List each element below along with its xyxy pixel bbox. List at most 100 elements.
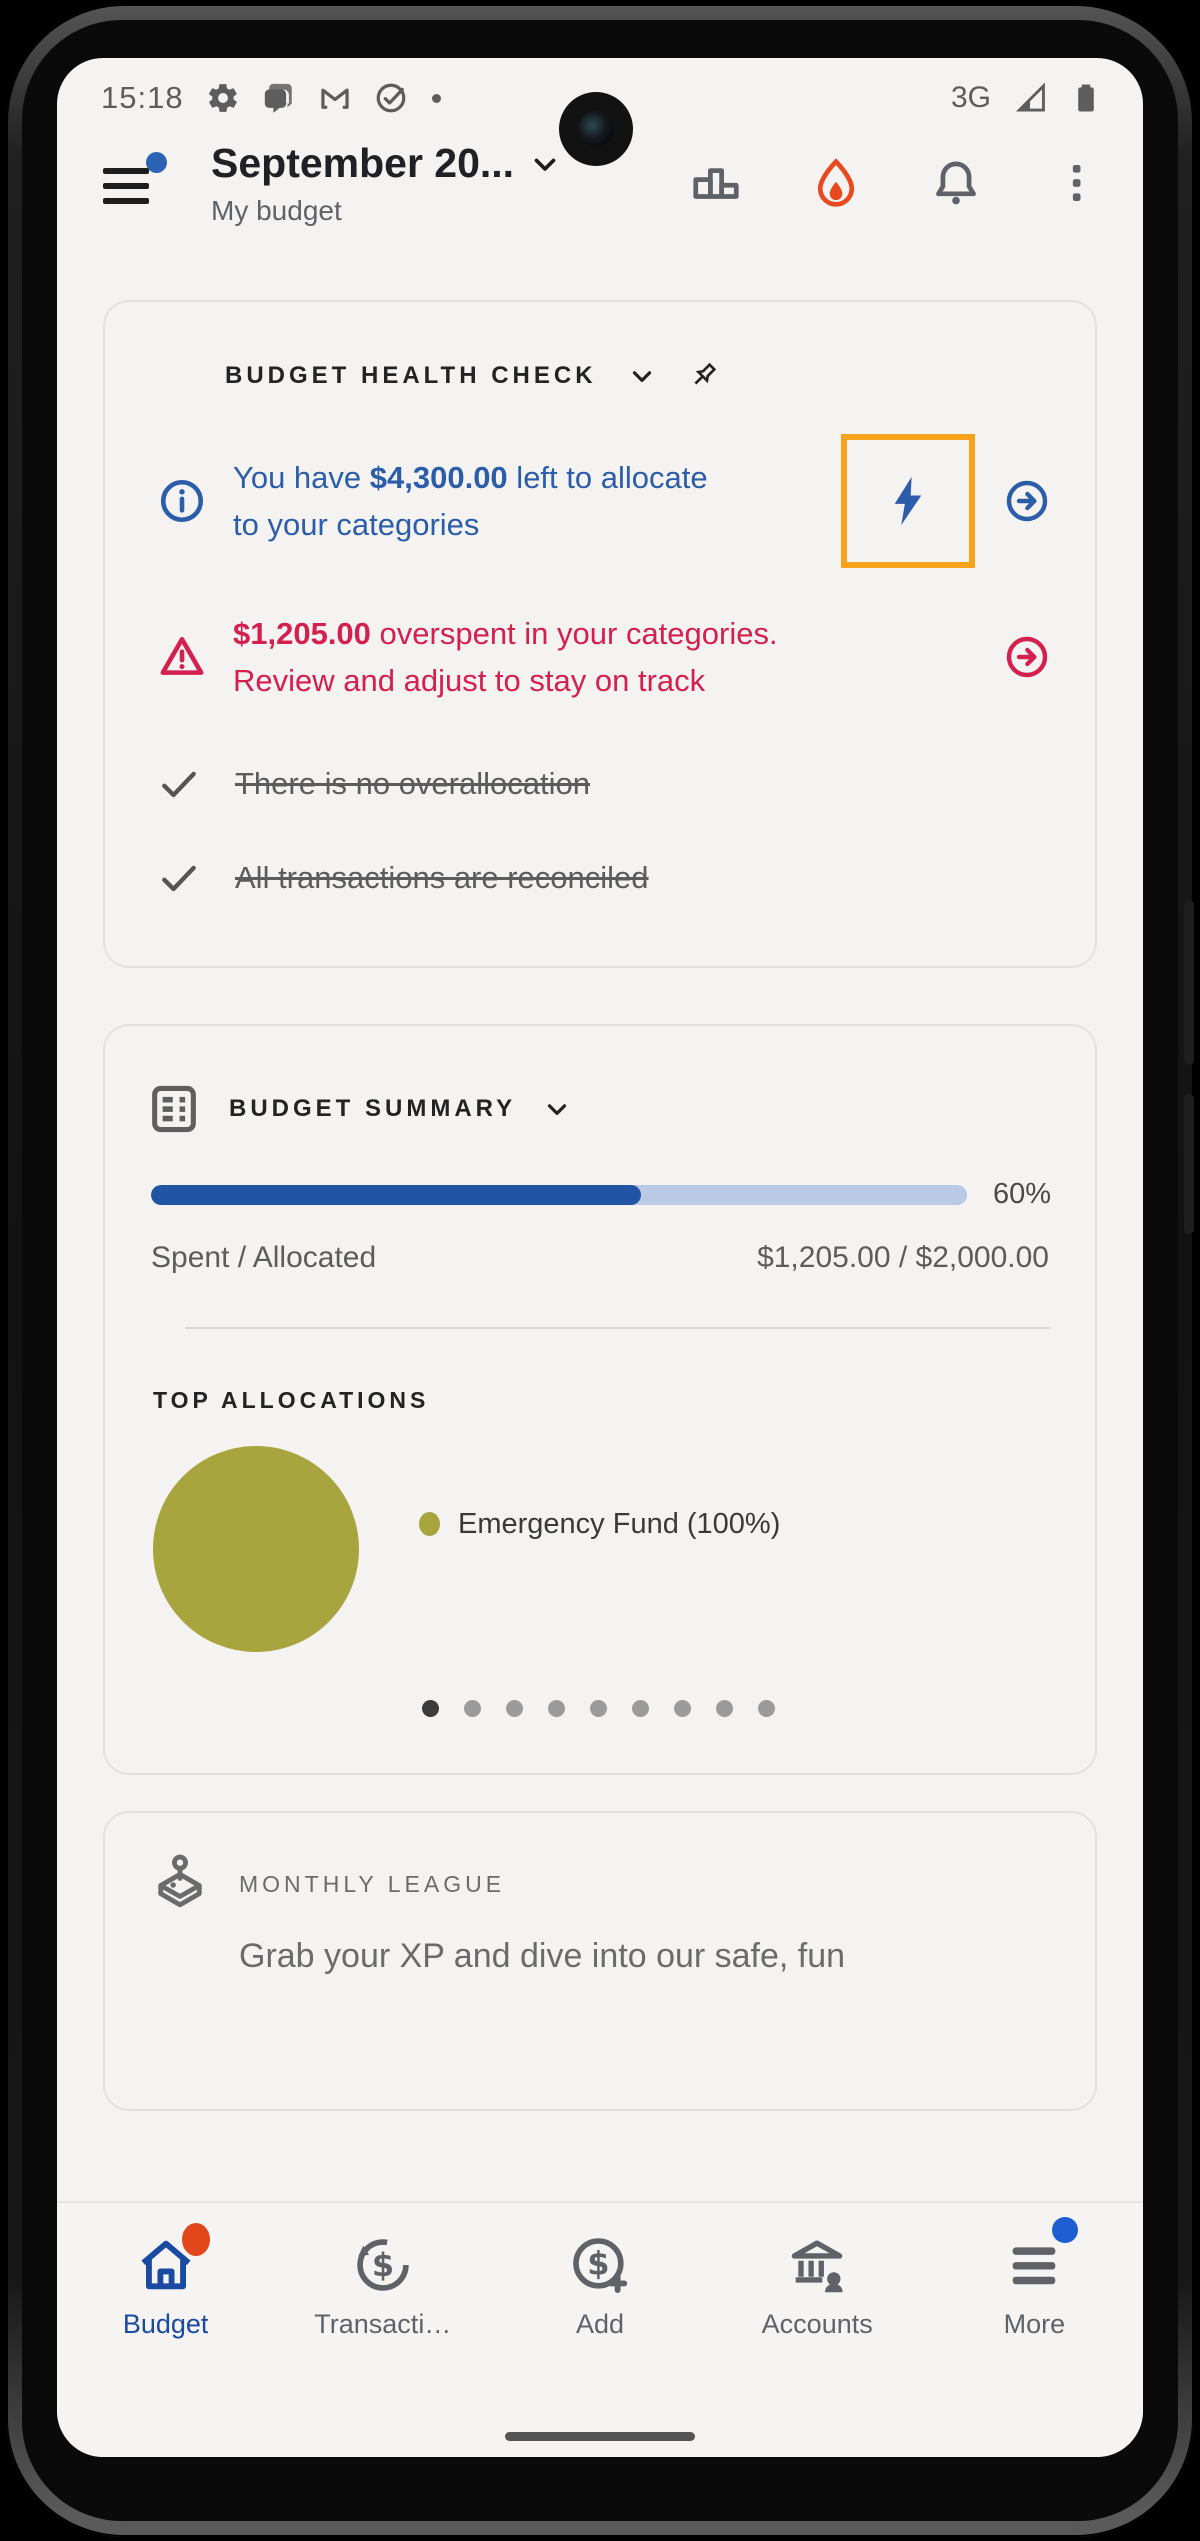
check-icon [162,771,196,798]
carousel-dot-8[interactable] [715,1700,733,1717]
warning-triangle-icon [160,637,204,675]
top-allocations-title: TOP ALLOCATIONS [153,1387,430,1413]
status-time: 15:18 [101,80,184,115]
allocations-chart: Emergency Fund (100%) [145,1446,1051,1652]
carousel-dot-3[interactable] [505,1700,523,1717]
legend-dot [419,1512,440,1536]
add-transaction-icon: $ [573,2238,628,2293]
info-icon [160,479,204,523]
home-indicator[interactable] [505,2432,695,2441]
overspent-arrow-button[interactable] [1003,633,1051,681]
chevron-down-icon[interactable] [542,1094,572,1124]
league-message: Grab your XP and dive into our safe, fun [239,1937,846,1975]
budget-progress: 60% [151,1178,1051,1211]
arrow-right-circle-icon [1006,480,1048,522]
monthly-league-card: MONTHLY LEAGUE Grab your XP and dive int… [103,1811,1097,2111]
allocate-arrow-button[interactable] [1003,477,1051,525]
card-title: MONTHLY LEAGUE [239,1870,506,1897]
screen: 15:18 3G September 20... [57,58,1143,2457]
chart-legend: Emergency Fund (100%) [419,1508,780,1541]
nav-more[interactable]: More [926,2217,1143,2340]
gmail-notification-icon [320,88,349,109]
notifications-button[interactable] [929,156,983,210]
carousel-pagination [145,1700,1051,1717]
health-check-item-overspent: $1,205.00 overspent in your categories. … [157,610,1051,704]
more-notifications-dot [431,93,441,103]
progress-percent: 60% [992,1178,1051,1210]
home-icon [141,2240,191,2290]
spent-allocated-value: $1,205.00 / $2,000.00 [757,1241,1049,1274]
leaderboard-button[interactable] [689,156,743,210]
overflow-menu-button[interactable] [1049,156,1103,210]
bank-icon [791,2240,843,2293]
check-icon [162,865,196,892]
quick-allocate-button[interactable] [841,434,975,568]
done-message: There is no overallocation [235,766,590,801]
budget-summary-card: BUDGET SUMMARY 60% Spent / Allocated $1,… [103,1024,1097,1775]
bottom-navigation: Budget $ Transacti… $ Add [57,2201,1143,2457]
bell-icon [936,161,976,205]
budget-health-check-card: BUDGET HEALTH CHECK You have $4,300.00 l… [103,300,1097,968]
nav-add[interactable]: $ Add [491,2233,708,2340]
carousel-dot-4[interactable] [547,1700,565,1717]
phone-frame: 15:18 3G September 20... [6,4,1194,2537]
health-check-item-allocate: You have $4,300.00 left to allocate to y… [157,434,1051,568]
budget-name: My budget [211,195,342,226]
leaderboard-icon [693,168,739,199]
amount-overspent: $1,205.00 [233,616,371,651]
ledger-icon [152,1085,196,1133]
chat-notification-icon [264,83,292,113]
spent-allocated-label: Spent / Allocated [151,1241,377,1274]
card-title: BUDGET HEALTH CHECK [225,362,597,389]
svg-text:$: $ [587,2245,609,2283]
health-check-item-reconciled: All transactions are reconciled [157,856,1051,900]
health-check-item-overallocation: There is no overallocation [157,762,1051,806]
volume-button [1184,900,1194,1065]
battery-icon [1078,84,1094,112]
streak-button[interactable] [809,156,863,210]
chevron-down-icon [534,158,556,171]
nav-accounts[interactable]: Accounts [709,2233,926,2340]
overspent-message: $1,205.00 overspent in your categories. … [233,616,778,698]
lightning-bolt-icon [894,476,922,526]
more-notification-badge [1052,2217,1079,2243]
carousel-dot-9[interactable] [757,1700,775,1717]
nav-budget[interactable]: Budget [57,2223,274,2340]
carousel-dot-7[interactable] [673,1700,691,1717]
pin-icon[interactable] [687,360,719,392]
carousel-dot-1[interactable] [421,1700,439,1717]
front-camera [559,92,633,166]
menu-notification-dot [146,152,167,173]
progress-track [151,1184,967,1205]
allocate-message: You have $4,300.00 left to allocate to y… [233,460,708,542]
carousel-dot-5[interactable] [589,1700,607,1717]
network-type: 3G [950,81,991,114]
menu-button[interactable] [103,152,167,213]
progress-fill [151,1184,641,1205]
kebab-menu-icon [1072,165,1081,201]
amount-left: $4,300.00 [369,460,508,495]
divider [185,1327,1051,1329]
legend-label: Emergency Fund (100%) [458,1507,781,1540]
carousel-dot-6[interactable] [631,1700,649,1717]
page-title: September 20... [211,140,515,186]
nav-transactions[interactable]: $ Transacti… [274,2233,491,2340]
signal-icon [1015,82,1045,112]
league-icon [158,1854,202,1908]
svg-text:$: $ [372,2246,394,2284]
chevron-down-icon[interactable] [627,361,657,391]
power-button [1184,1094,1194,1234]
settings-notification-icon [208,84,237,112]
card-title: BUDGET SUMMARY [229,1095,517,1122]
tasks-notification-icon [376,83,405,113]
transactions-icon: $ [357,2239,409,2291]
done-message: All transactions are reconciled [235,860,649,895]
month-selector[interactable]: September 20... My budget [211,140,562,227]
status-bar: 15:18 3G [101,76,1103,120]
arrow-right-circle-icon [1006,636,1048,678]
more-menu-icon [1013,2247,1056,2285]
budget-alert-badge [181,2223,210,2256]
carousel-dot-2[interactable] [463,1700,481,1717]
flame-icon [817,158,855,207]
donut-chart [153,1446,359,1652]
